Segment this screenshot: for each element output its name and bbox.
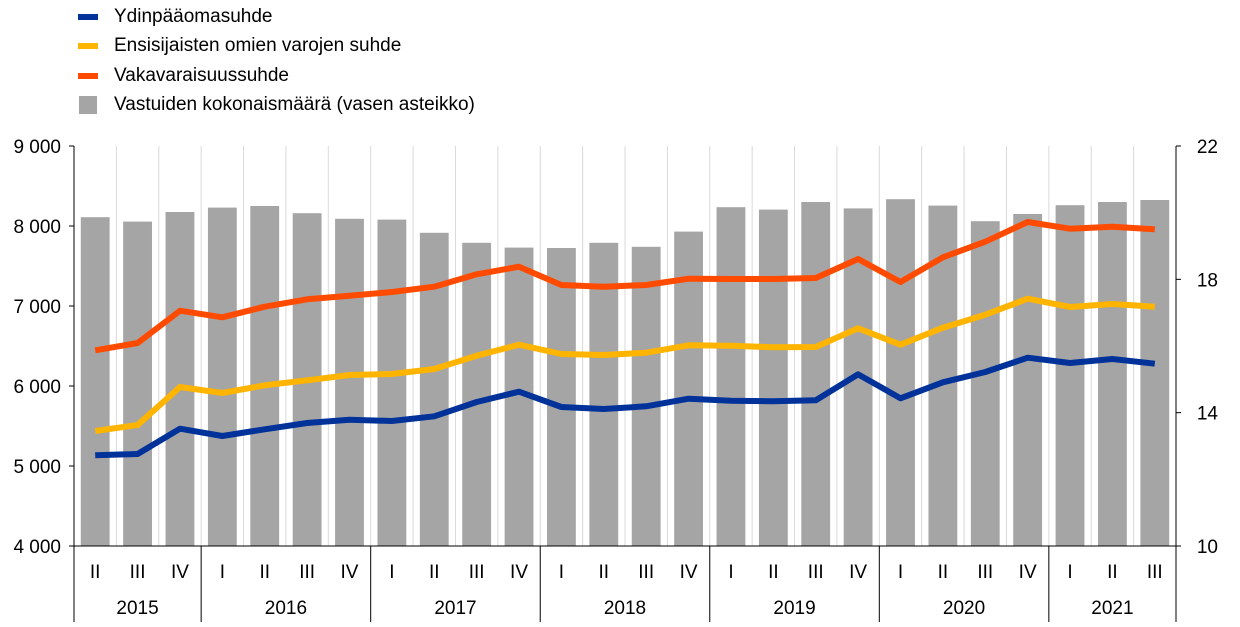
- legend-item-ydinpaaomasuhde: Ydinpääomasuhde: [78, 2, 475, 32]
- quarter-label: III: [638, 562, 654, 583]
- year-label: 2018: [604, 598, 646, 619]
- series-line: [94, 295, 1155, 434]
- year-label: 2021: [1091, 598, 1133, 619]
- line-series: [94, 219, 1156, 459]
- right-tick-label: 14: [1197, 404, 1219, 425]
- quarter-label: II: [599, 562, 610, 583]
- left-tick-label: 6 000: [13, 377, 61, 398]
- quarter-label: I: [1067, 562, 1072, 583]
- bar: [1098, 202, 1127, 546]
- quarter-label: II: [938, 562, 949, 583]
- year-label: 2020: [943, 598, 985, 619]
- year-label: 2015: [116, 598, 158, 619]
- legend-swatch: [78, 13, 98, 20]
- bar: [462, 242, 492, 547]
- left-tick-label: 7 000: [13, 297, 61, 318]
- legend: Ydinpääomasuhde Ensisijaisten omien varo…: [78, 2, 475, 120]
- legend-swatch: [79, 96, 97, 115]
- quarter-label: III: [977, 562, 993, 583]
- left-axis-tick-labels: 4 000 5 000 6 000 7 000 8 000 9 000: [13, 137, 61, 558]
- bar: [250, 206, 280, 546]
- quarter-label: IV: [341, 562, 359, 583]
- quarter-label: IV: [171, 562, 189, 583]
- left-tick-label: 8 000: [13, 217, 61, 238]
- quarter-label: II: [768, 562, 779, 583]
- bar: [207, 207, 237, 546]
- bar: [1013, 214, 1043, 546]
- quarter-label: II: [259, 562, 270, 583]
- legend-item-ensisijaisten-omien-varojen-suhde: Ensisijaisten omien varojen suhde: [78, 32, 475, 62]
- legend-swatch: [78, 43, 98, 50]
- bar: [716, 207, 746, 546]
- bar: [165, 212, 195, 546]
- x-axis-quarter-labels: II III IV I II III IV I II III IV I II III IV I II III IV I…: [90, 562, 1163, 583]
- quarter-label: III: [808, 562, 824, 583]
- bar: [123, 221, 152, 546]
- left-tick-label: 4 000: [13, 537, 61, 558]
- quarter-label: I: [389, 562, 394, 583]
- bar: [1055, 205, 1085, 546]
- right-tick-label: 18: [1197, 270, 1218, 291]
- year-label: 2019: [773, 598, 815, 619]
- bar: [419, 232, 449, 547]
- quarter-label: III: [1147, 562, 1163, 583]
- quarter-label: I: [559, 562, 564, 583]
- quarter-label: IV: [680, 562, 698, 583]
- legend-label: Ensisijaisten omien varojen suhde: [114, 35, 402, 57]
- quarter-label: II: [90, 562, 101, 583]
- quarter-label: IV: [1019, 562, 1037, 583]
- series-line: [94, 219, 1155, 354]
- bar: [589, 242, 619, 547]
- bar: [758, 209, 788, 546]
- right-axis-tick-labels: 10 14 18 22: [1197, 137, 1219, 558]
- legend-swatch: [78, 72, 98, 79]
- series-line: [95, 354, 1156, 459]
- quarter-label: I: [220, 562, 225, 583]
- quarter-label: II: [1107, 562, 1118, 583]
- quarter-label: III: [130, 562, 146, 583]
- right-tick-label: 22: [1197, 137, 1218, 158]
- legend-label: Ydinpääomasuhde: [114, 5, 273, 27]
- right-tick-label: 10: [1197, 537, 1218, 558]
- quarter-label: I: [728, 562, 733, 583]
- bar: [1140, 200, 1170, 546]
- bar: [80, 217, 110, 546]
- bar: [377, 219, 407, 546]
- bar: [674, 231, 703, 546]
- bar: [801, 202, 831, 546]
- year-label: 2016: [265, 598, 307, 619]
- quarter-label: III: [469, 562, 485, 583]
- quarter-label: IV: [510, 562, 528, 583]
- year-label: 2017: [434, 598, 476, 619]
- axes: [69, 145, 1181, 547]
- legend-label: Vastuiden kokonaismäärä (vasen asteikko): [114, 94, 475, 116]
- left-tick-label: 9 000: [13, 137, 61, 158]
- bar: [335, 218, 364, 547]
- quarter-label: II: [429, 562, 440, 583]
- left-tick-label: 5 000: [13, 457, 61, 478]
- bar: [547, 248, 576, 546]
- bar: [970, 221, 1000, 546]
- quarter-label: IV: [849, 562, 867, 583]
- bar: [631, 246, 661, 547]
- legend-label: Vakavaraisuussuhde: [114, 64, 289, 86]
- legend-item-vastuiden-kokonaismaara: Vastuiden kokonaismäärä (vasen asteikko): [78, 91, 475, 121]
- x-axis-year-labels: 2015 2016 2017 2018 2019 2020 2021: [73, 546, 1177, 622]
- legend-item-vakavaraisuussuhde: Vakavaraisuussuhde: [78, 61, 475, 91]
- gridlines: [73, 146, 1177, 546]
- bar: [886, 199, 915, 546]
- quarter-label: III: [299, 562, 315, 583]
- quarter-label: I: [898, 562, 903, 583]
